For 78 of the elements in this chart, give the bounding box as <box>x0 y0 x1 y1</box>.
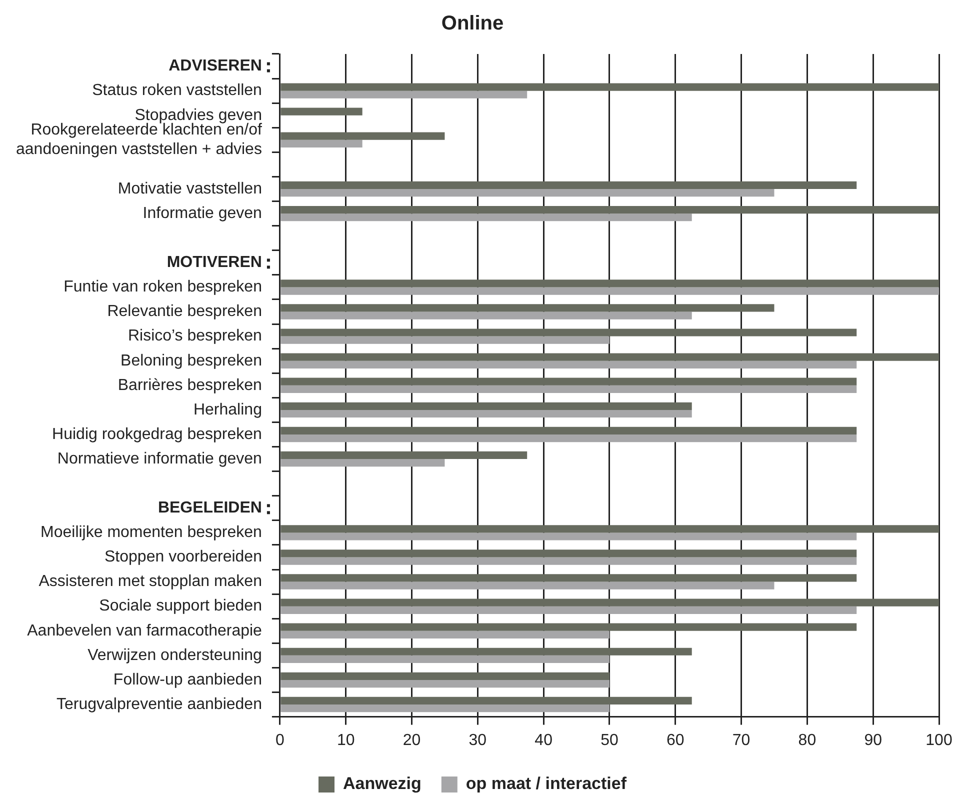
legend-label: Aanwezig <box>343 774 422 794</box>
y-tick-label: BEGELEIDEN <box>158 500 262 517</box>
bar <box>280 90 528 98</box>
y-tick-label: Beloning bespreken <box>120 352 262 370</box>
y-tick-label: Funtie van roken bespreken <box>64 278 262 296</box>
bar <box>280 378 857 386</box>
bar <box>280 451 528 460</box>
bar <box>280 206 939 214</box>
x-tick-label: 40 <box>534 732 553 749</box>
bar <box>280 459 445 467</box>
bar <box>280 680 610 688</box>
y-tick-label: Assisteren met stopplan maken <box>38 573 262 590</box>
x-tick-label: 70 <box>732 732 750 749</box>
y-tick-label: Herhaling <box>193 401 262 418</box>
x-tick-label: 0 <box>276 732 285 749</box>
y-tick-label: Moeilijke momenten bespreken <box>40 524 262 542</box>
bar <box>280 328 857 336</box>
bar <box>280 132 445 140</box>
x-tick-label: 20 <box>402 732 421 749</box>
bar <box>280 353 939 361</box>
bar <box>280 189 774 197</box>
bar <box>280 426 857 434</box>
x-tick-label: 50 <box>600 732 618 749</box>
bar <box>280 704 610 712</box>
x-tick-label: 100 <box>926 732 952 749</box>
y-tick-label: Huidig rookgedrag bespreken <box>52 426 262 443</box>
y-tick-label: Status roken vaststellen <box>92 82 262 100</box>
y-tick-label: Follow-up aanbieden <box>113 671 262 688</box>
bar <box>280 648 692 656</box>
bar <box>280 83 939 91</box>
y-tick-label: ADVISEREN <box>168 58 262 75</box>
bar <box>280 532 857 540</box>
x-tick-label: 10 <box>336 732 355 749</box>
x-tick-label: 30 <box>468 732 487 749</box>
bar <box>280 304 774 312</box>
bar <box>280 696 692 705</box>
bar <box>280 214 692 222</box>
bar <box>280 574 857 582</box>
bar <box>280 410 692 418</box>
y-tick-label: Stoppen voorbereiden <box>104 548 262 566</box>
y-tick-label: Relevantie bespreken <box>107 303 262 320</box>
bar <box>280 434 857 442</box>
bar <box>280 280 939 288</box>
y-tick-label: Normatieve informatie geven <box>57 450 262 468</box>
bar <box>280 606 857 614</box>
bar <box>280 336 610 344</box>
bar <box>280 360 857 368</box>
y-tick-label: Verwijzen ondersteuning <box>88 646 262 664</box>
bar <box>280 623 857 631</box>
bar <box>280 287 939 295</box>
bar <box>280 598 939 606</box>
bar <box>280 582 774 590</box>
bar <box>280 402 692 410</box>
bar <box>280 140 362 148</box>
bar <box>280 385 857 394</box>
y-tick-label: Barrières bespreken <box>118 376 262 394</box>
bar <box>280 557 857 565</box>
y-tick-label: Risico’s bespreken <box>128 328 262 345</box>
x-tick-label: 90 <box>864 732 882 749</box>
bar <box>280 672 610 680</box>
bar <box>280 108 362 116</box>
y-tick-label: Informatie geven <box>142 204 262 222</box>
bar <box>280 181 857 190</box>
y-tick-label: MOTIVEREN <box>166 254 262 272</box>
bar <box>280 550 857 558</box>
bar <box>280 630 610 638</box>
bar <box>280 312 692 320</box>
legend-label: op maat / interactief <box>466 774 627 794</box>
y-tick-label: Stopadvies geven <box>134 106 262 124</box>
x-tick-label: 60 <box>666 732 684 749</box>
y-tick-label: Terugvalpreventie aanbieden <box>56 696 262 713</box>
y-tick-label: Motivatie vaststellen <box>118 180 262 198</box>
chart-title: Online <box>441 12 504 35</box>
bar <box>280 655 610 664</box>
bar <box>280 525 939 533</box>
x-tick-label: 80 <box>798 732 816 749</box>
y-tick-label: Sociale support bieden <box>99 598 262 615</box>
y-tick-label: Aanbevelen van farmacotherapie <box>27 622 262 640</box>
